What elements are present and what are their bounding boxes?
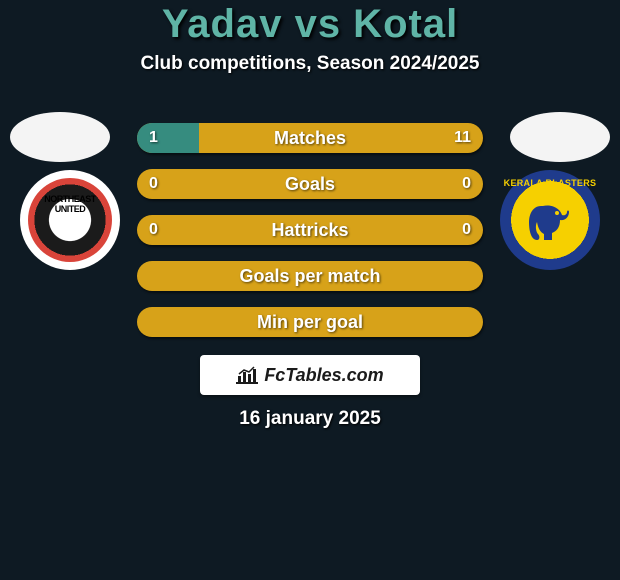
stat-label: Min per goal (137, 307, 483, 337)
stat-row-min-per-goal: Min per goal (137, 307, 483, 337)
club-badge-right: KERALA BLASTERS (500, 170, 600, 270)
elephant-icon (525, 200, 575, 242)
stats-bars: 1 Matches 11 0 Goals 0 0 Hattricks 0 Goa… (137, 123, 483, 353)
branding-badge: FcTables.com (200, 355, 420, 395)
stat-label: Hattricks (137, 215, 483, 245)
chart-icon (236, 366, 258, 384)
club-left-line2: UNITED (55, 204, 86, 214)
stat-row-goals-per-match: Goals per match (137, 261, 483, 291)
stat-row-goals: 0 Goals 0 (137, 169, 483, 199)
stat-row-hattricks: 0 Hattricks 0 (137, 215, 483, 245)
stat-right-value: 0 (462, 169, 471, 199)
player-avatar-right (510, 112, 610, 162)
club-right-line2: BLASTERS (545, 178, 596, 188)
club-right-text: KERALA BLASTERS (500, 178, 600, 188)
stat-right-value: 11 (454, 123, 471, 153)
page-subtitle: Club competitions, Season 2024/2025 (0, 53, 620, 75)
club-badge-left-ring (28, 178, 112, 262)
player-avatar-left (10, 112, 110, 162)
stat-right-value: 0 (462, 215, 471, 245)
club-badge-left: NORTHEAST UNITED (20, 170, 120, 270)
page-title: Yadav vs Kotal (0, 0, 620, 47)
stat-label: Goals per match (137, 261, 483, 291)
club-right-line1: KERALA (504, 178, 543, 188)
club-left-line1: NORTHEAST (44, 194, 96, 204)
stat-row-matches: 1 Matches 11 (137, 123, 483, 153)
date-line: 16 january 2025 (0, 408, 620, 430)
h2h-infographic: Yadav vs Kotal Club competitions, Season… (0, 0, 620, 580)
branding-text: FcTables.com (264, 365, 383, 386)
stat-label: Goals (137, 169, 483, 199)
stat-label: Matches (137, 123, 483, 153)
club-badge-left-label: NORTHEAST UNITED (20, 194, 120, 214)
